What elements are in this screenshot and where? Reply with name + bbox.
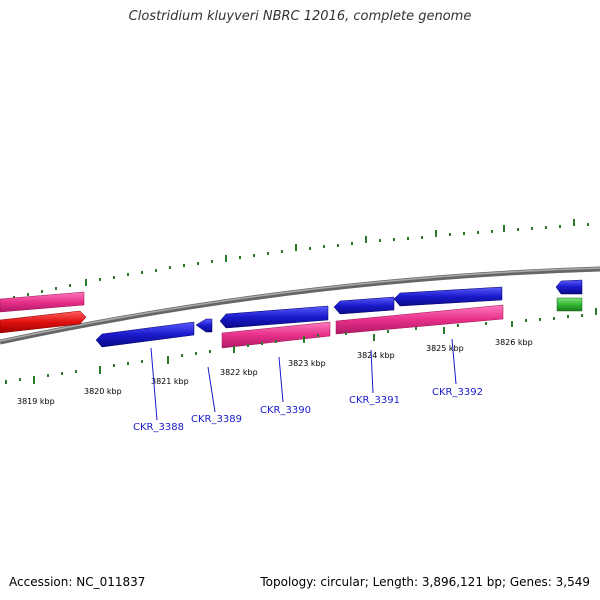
gene-arrow-3391[interactable] xyxy=(333,296,395,315)
gene-label[interactable]: CKR_3388 xyxy=(133,422,184,433)
kbp-label: 3826 kbp xyxy=(495,338,533,347)
kbp-label: 3819 kbp xyxy=(17,397,55,406)
gene-box-green[interactable] xyxy=(556,297,583,312)
gene-leader-lines xyxy=(150,338,457,421)
gene-arrow-3391-forward[interactable] xyxy=(335,304,504,335)
kbp-label: 3821 kbp xyxy=(151,377,189,386)
gene-label[interactable]: CKR_3392 xyxy=(432,387,483,398)
gene-arrow-3390-forward[interactable] xyxy=(221,321,331,349)
kbp-label: 3822 kbp xyxy=(220,368,258,377)
gene-arrow-3390-reverse[interactable] xyxy=(219,305,329,329)
map-title: Clostridium kluyveri NBRC 12016, complet… xyxy=(128,9,472,24)
gene-arrow-left-forward[interactable] xyxy=(0,291,85,313)
gene-arrow-3388[interactable] xyxy=(95,321,195,348)
kbp-label: 3825 kbp xyxy=(426,344,464,353)
gene-label[interactable]: CKR_3391 xyxy=(349,395,400,406)
kbp-label: 3820 kbp xyxy=(84,387,122,396)
gene-arrow-3389[interactable] xyxy=(195,318,213,333)
gene-label[interactable]: CKR_3390 xyxy=(260,405,311,416)
topology-text: Topology: circular; Length: 3,896,121 bp… xyxy=(260,575,590,589)
lower-tick-row xyxy=(5,308,597,384)
genome-backbone xyxy=(0,266,600,345)
gene-arrow-red-rna[interactable] xyxy=(0,310,87,334)
gene-arrow-3392[interactable] xyxy=(393,286,503,307)
upper-tick-row xyxy=(0,219,589,302)
gene-arrow-right-blue[interactable] xyxy=(555,279,583,295)
gene-label[interactable]: CKR_3389 xyxy=(191,414,242,425)
accession-text: Accession: NC_011837 xyxy=(9,575,146,589)
kbp-label: 3823 kbp xyxy=(288,359,326,368)
kbp-label: 3824 kbp xyxy=(357,351,395,360)
